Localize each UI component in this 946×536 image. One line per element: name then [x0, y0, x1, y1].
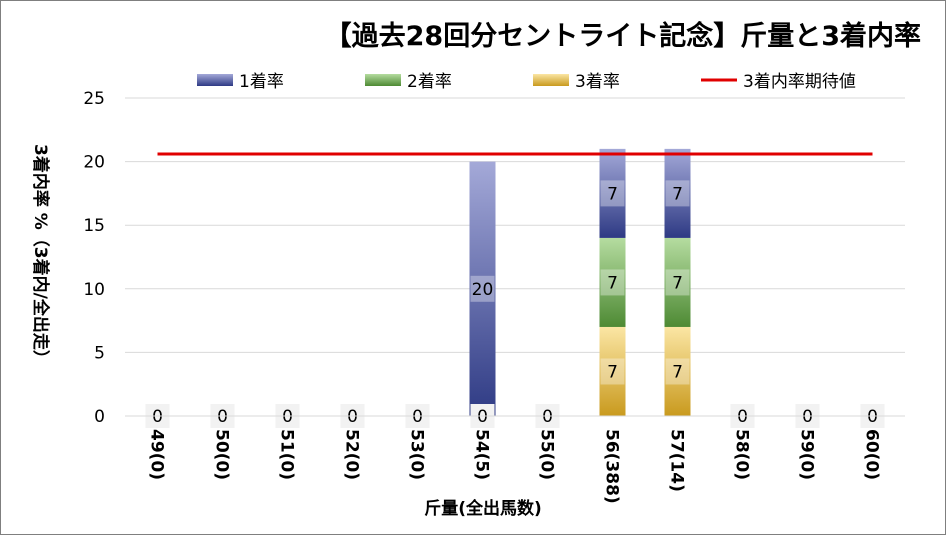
- data-label: 7: [672, 273, 683, 293]
- data-label-bg: [665, 269, 690, 296]
- bar-segment: [599, 237, 626, 327]
- y-tick-label: 25: [83, 89, 105, 109]
- legend: 1着率 2着率 3着率 3着内率期待値: [197, 72, 856, 92]
- legend-swatch-2nd: [365, 74, 401, 86]
- x-tick-label: 55(0): [537, 429, 557, 480]
- legend-swatch-3rd: [533, 74, 569, 86]
- legend-item-3rd: 3着率: [533, 72, 620, 92]
- bar-segment: [469, 161, 496, 416]
- bar-segment: [664, 148, 691, 238]
- x-axis-title: 斤量(全出馬数): [424, 498, 542, 519]
- x-tick-label: 58(0): [732, 429, 752, 480]
- data-label: 7: [607, 362, 618, 382]
- zero-label: 0: [412, 407, 423, 427]
- bar-segment: [599, 326, 626, 416]
- zero-label: 0: [217, 407, 228, 427]
- data-label-bg: [600, 180, 625, 207]
- bar-segment: [599, 148, 626, 238]
- zero-label: 0: [152, 407, 163, 427]
- legend-label-3rd: 3着率: [575, 72, 620, 92]
- zero-label: 0: [282, 407, 293, 427]
- legend-item-2nd: 2着率: [365, 72, 452, 92]
- data-label-bg: [600, 269, 625, 296]
- bar-segment: [664, 326, 691, 416]
- bar-segment: [664, 237, 691, 327]
- x-tick-label: 60(0): [862, 429, 882, 480]
- legend-label-2nd: 2着率: [407, 72, 452, 92]
- zero-label: 0: [802, 407, 813, 427]
- x-tick-label: 52(0): [342, 429, 362, 480]
- y-axis-title: 3着内率 %（3着内/全出走）: [30, 144, 51, 367]
- chart-title: 【過去28回分セントライト記念】斤量と3着内率: [325, 20, 921, 52]
- data-label-bg: [665, 180, 690, 207]
- legend-swatch-1st: [197, 74, 233, 86]
- data-label-bg: [600, 358, 625, 385]
- data-label: 7: [607, 273, 618, 293]
- legend-item-expected: 3着内率期待値: [701, 72, 856, 92]
- legend-label-expected: 3着内率期待値: [743, 72, 856, 92]
- x-tick-label: 53(0): [407, 429, 427, 480]
- data-label: 7: [607, 184, 618, 204]
- y-tick-label: 10: [83, 280, 105, 300]
- data-label-bg: [470, 275, 495, 302]
- data-label: 7: [672, 362, 683, 382]
- zero-label: 0: [737, 407, 748, 427]
- data-label: 7: [672, 184, 683, 204]
- data-label: 20: [472, 280, 494, 300]
- x-tick-label: 49(0): [147, 429, 167, 480]
- y-tick-label: 15: [83, 216, 105, 236]
- zero-label: 0: [477, 407, 488, 427]
- y-tick-label: 20: [83, 153, 105, 173]
- zero-label: 0: [542, 407, 553, 427]
- y-tick-label: 0: [94, 407, 105, 427]
- x-tick-label: 59(0): [797, 429, 817, 480]
- legend-label-1st: 1着率: [239, 72, 284, 92]
- zero-label: 0: [347, 407, 358, 427]
- zero-label: 0: [867, 407, 878, 427]
- x-tick-label: 50(0): [212, 429, 232, 480]
- x-tick-label: 56(388): [602, 429, 622, 504]
- x-tick-label: 54(5): [472, 429, 492, 480]
- legend-item-1st: 1着率: [197, 72, 284, 92]
- x-tick-label: 51(0): [277, 429, 297, 480]
- x-tick-label: 57(14): [667, 429, 687, 492]
- y-tick-label: 5: [94, 343, 105, 363]
- data-label-bg: [665, 358, 690, 385]
